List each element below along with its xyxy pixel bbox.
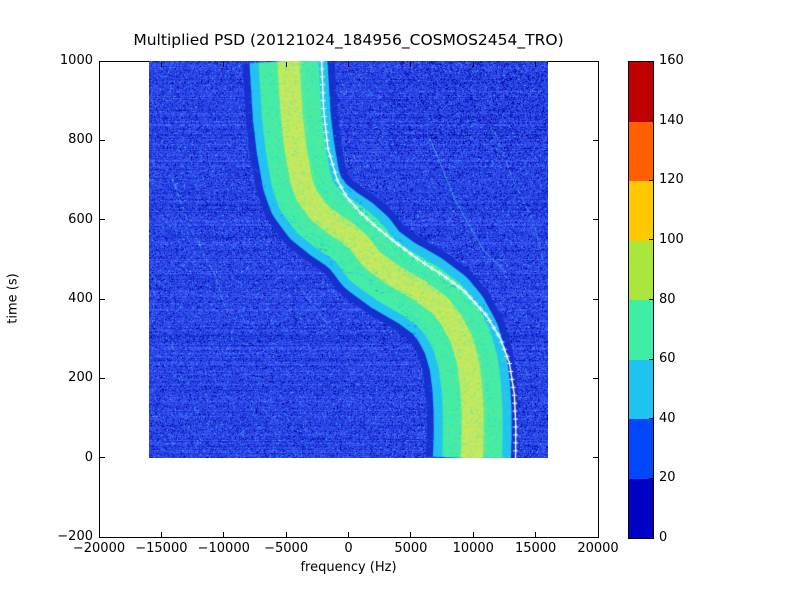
y-tick-right <box>593 457 598 459</box>
x-tick-label: 5000 <box>394 541 428 556</box>
y-tick-label: 200 <box>68 370 93 386</box>
x-tick-bottom <box>223 532 225 537</box>
colorbar-tick-label: 100 <box>659 231 684 247</box>
y-tick-left <box>100 298 105 300</box>
colorbar-tick <box>649 60 653 62</box>
x-tick-label: 0 <box>344 541 353 556</box>
y-tick-label: 0 <box>84 449 93 465</box>
colorbar-tick <box>649 358 653 360</box>
y-tick-left <box>100 457 105 459</box>
x-tick-label: 20000 <box>577 541 619 556</box>
x-tick-bottom <box>472 532 474 537</box>
colorbar-segment <box>629 62 653 122</box>
x-tick-label: 15000 <box>514 541 557 556</box>
x-tick-top <box>472 62 474 67</box>
colorbar-tick-label: 60 <box>659 351 676 367</box>
x-tick-label: 10000 <box>452 541 494 556</box>
y-tick-label: 1000 <box>59 53 93 68</box>
colorbar-tick-label: 40 <box>659 410 676 426</box>
colorbar-tick-label: 120 <box>659 172 684 188</box>
colorbar-tick <box>649 477 653 479</box>
x-tick-top <box>597 62 599 67</box>
colorbar-segment <box>629 240 653 300</box>
x-tick-bottom <box>535 532 537 537</box>
colorbar-tick <box>649 179 653 181</box>
colorbar-tick-label: 140 <box>659 112 684 128</box>
y-tick-label: 800 <box>68 132 93 148</box>
colorbar-tick-label: 0 <box>659 530 668 545</box>
colorbar-tick <box>649 537 653 539</box>
x-tick-top <box>348 62 349 67</box>
y-tick-right <box>593 536 598 538</box>
colorbar-tick-label: 80 <box>659 291 676 307</box>
colorbar-segment <box>629 181 653 241</box>
colorbar-tick-label: 20 <box>659 470 676 486</box>
y-tick-right <box>593 60 598 62</box>
x-tick-bottom <box>410 532 412 537</box>
x-tick-top <box>535 62 537 67</box>
y-tick-label: 600 <box>68 211 93 227</box>
colorbar-segment <box>629 419 653 479</box>
colorbar-tick <box>649 299 653 300</box>
x-axis-label: frequency (Hz) <box>300 560 397 575</box>
y-tick-left <box>100 139 105 141</box>
y-tick-label: 400 <box>68 291 93 306</box>
x-tick-bottom <box>348 532 349 537</box>
x-tick-bottom <box>160 532 162 537</box>
colorbar-tick <box>649 120 653 122</box>
colorbar-segment <box>629 121 653 181</box>
x-tick-top <box>160 62 162 67</box>
x-tick-top <box>223 62 225 67</box>
x-tick-label: −20000 <box>72 541 126 556</box>
y-tick-label: −200 <box>57 529 93 544</box>
colorbar-segment <box>629 300 653 360</box>
colorbar-tick-label: 160 <box>659 53 684 68</box>
y-tick-right <box>593 139 598 141</box>
y-tick-right <box>593 377 598 379</box>
x-tick-bottom <box>98 532 100 537</box>
x-tick-top <box>285 62 287 67</box>
colorbar-segment <box>629 359 653 419</box>
x-tick-label: −5000 <box>264 541 309 556</box>
colorbar-tick <box>649 418 653 420</box>
x-tick-top <box>98 62 100 67</box>
y-tick-left <box>100 377 105 379</box>
y-tick-right <box>593 298 598 300</box>
spectrogram-canvas <box>149 61 548 458</box>
y-tick-left <box>100 536 105 538</box>
colorbar <box>628 61 654 539</box>
chart-title: Multiplied PSD (20121024_184956_COSMOS24… <box>133 31 564 49</box>
y-tick-left <box>100 60 105 62</box>
x-tick-label: −10000 <box>197 541 250 556</box>
colorbar-tick <box>649 239 653 241</box>
x-tick-label: −15000 <box>135 541 188 556</box>
y-tick-left <box>100 219 105 221</box>
x-tick-bottom <box>597 532 599 537</box>
y-tick-right <box>593 219 598 221</box>
x-tick-bottom <box>285 532 287 537</box>
x-tick-top <box>410 62 412 67</box>
colorbar-segment <box>629 478 653 538</box>
